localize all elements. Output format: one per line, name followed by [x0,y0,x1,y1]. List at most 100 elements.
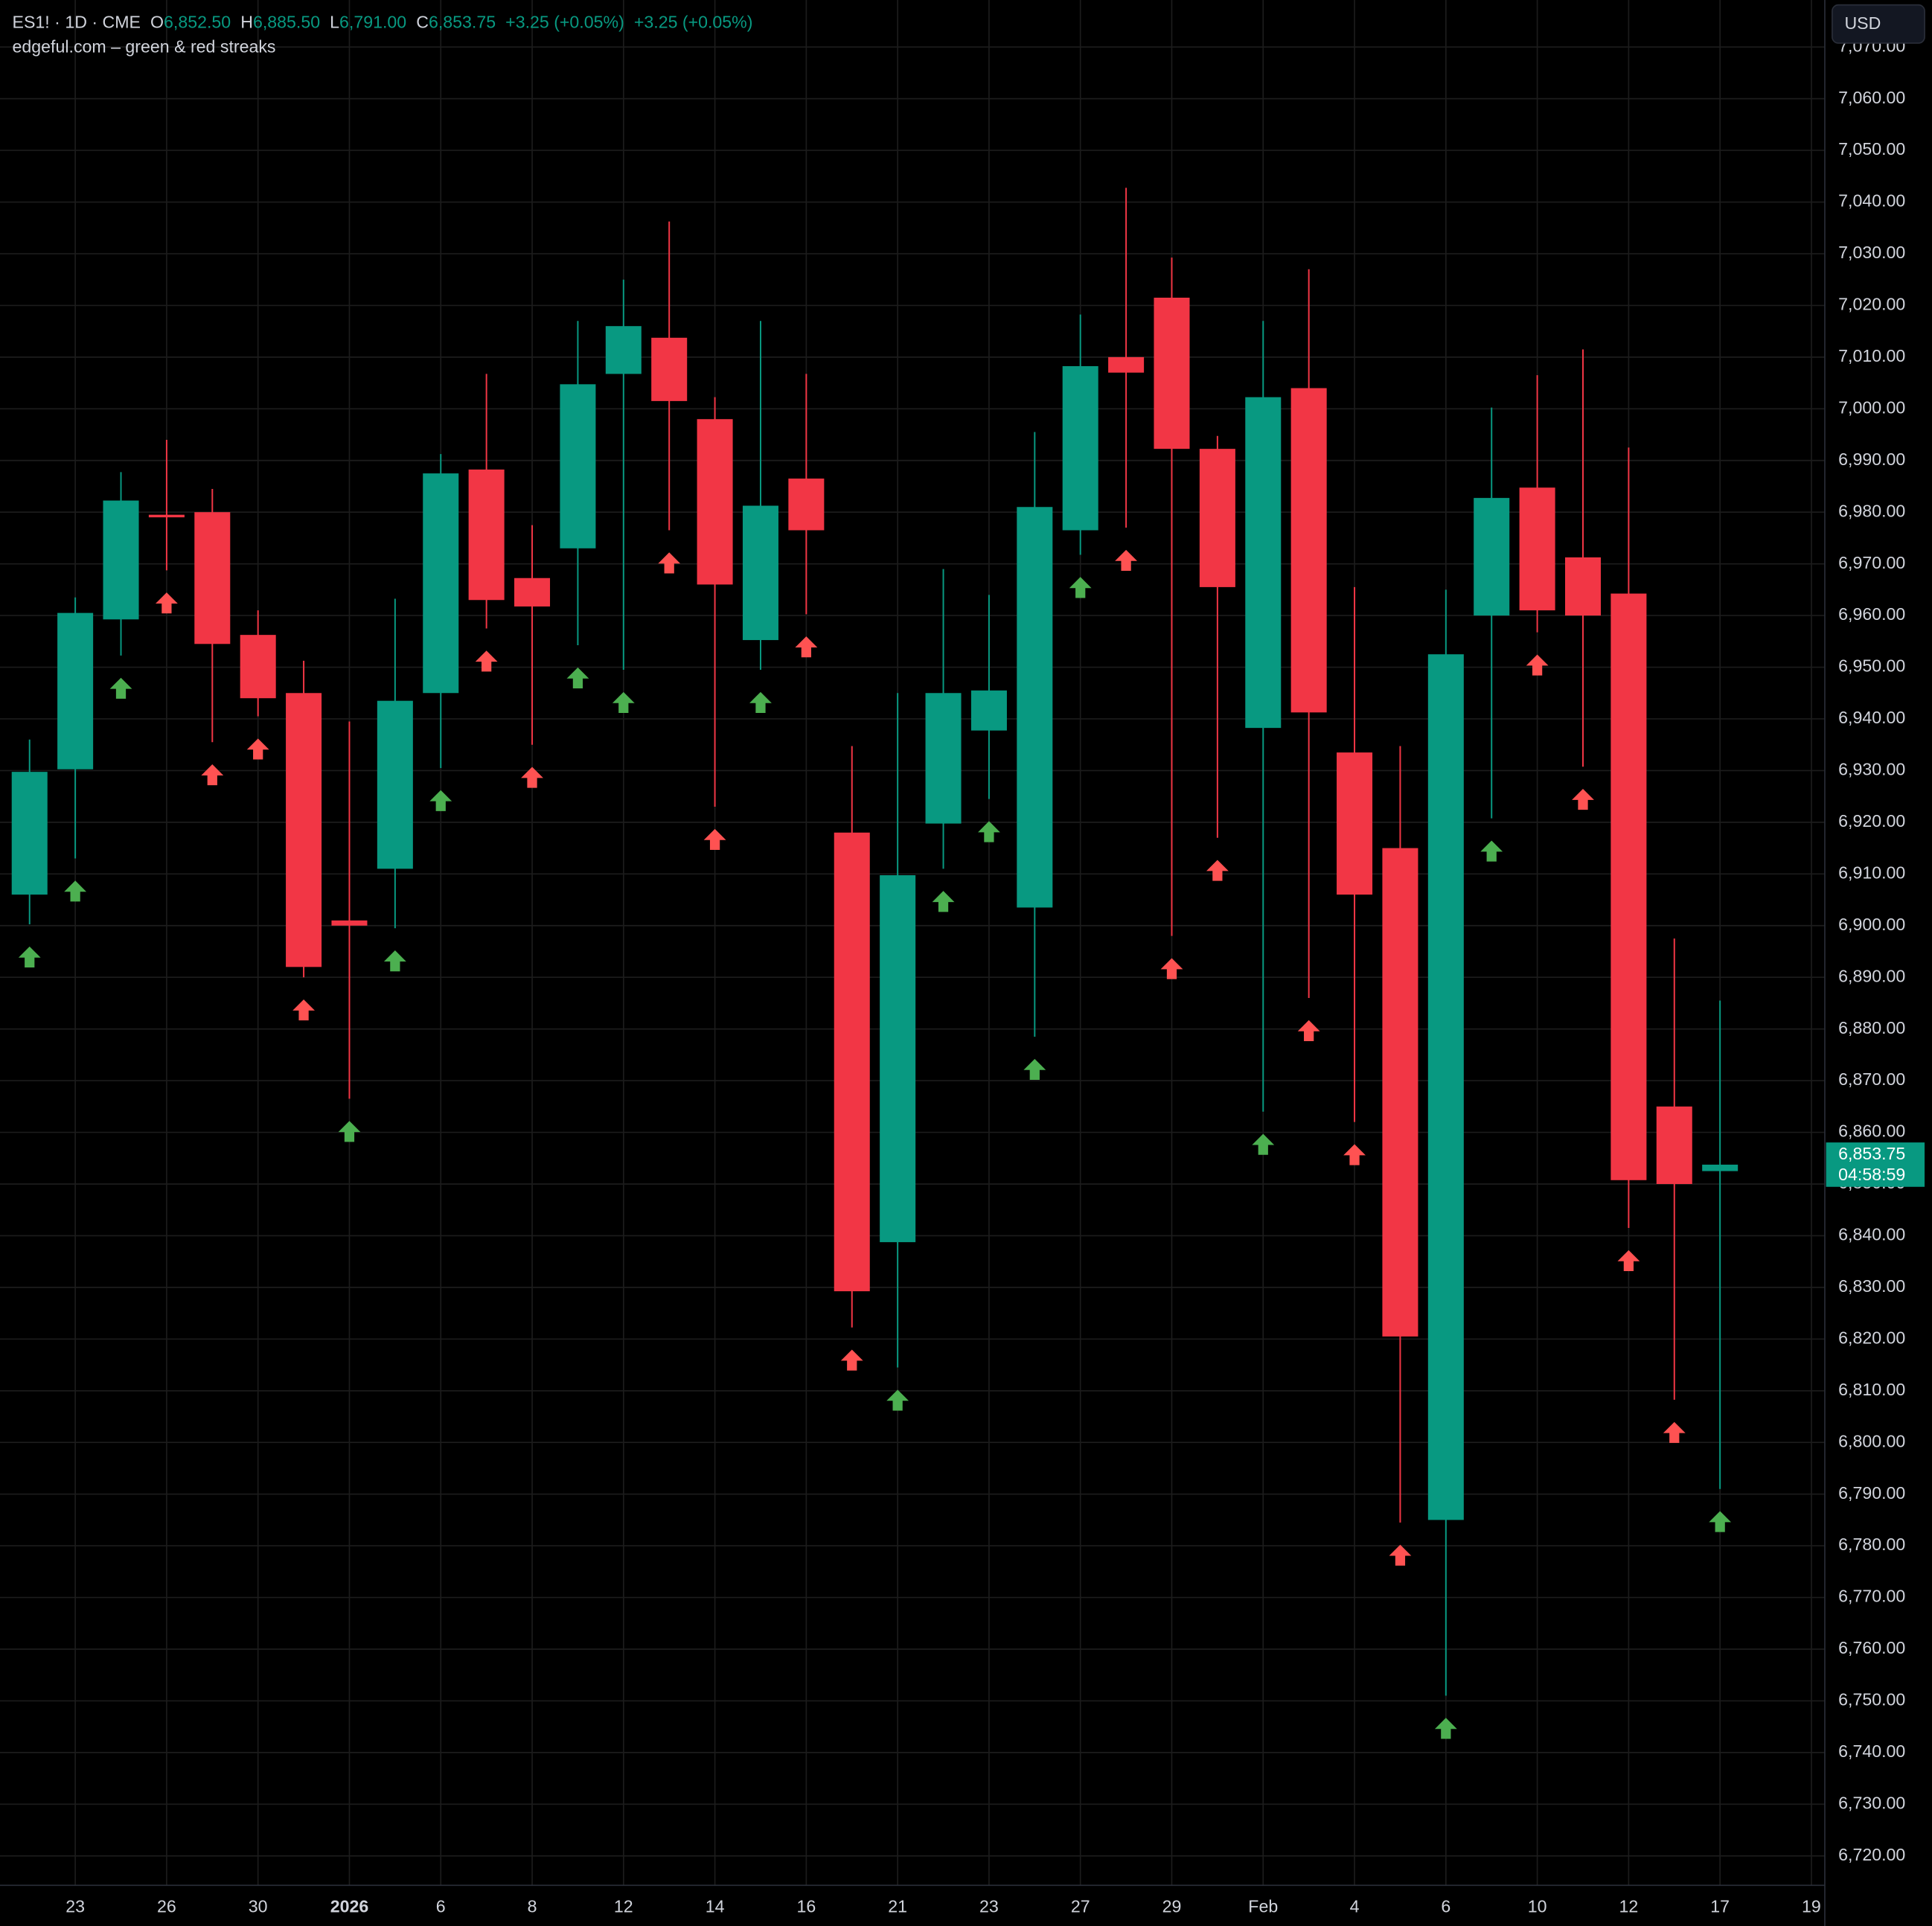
streak-arrow [612,691,635,713]
streak-arrow [338,1121,361,1142]
candle-body [1245,397,1282,729]
streak-arrow [1115,549,1137,571]
last-price: 6,853.75 [1838,1144,1905,1163]
candle-body [1702,1164,1739,1171]
y-tick-label: 6,830.00 [1838,1276,1905,1296]
streak-arrow [1709,1511,1732,1532]
candle-body [377,700,413,869]
currency[interactable]: USD [1844,13,1881,33]
grid [0,0,1825,1886]
candle-body [103,500,139,620]
streak-arrow [1206,860,1229,881]
candle-body [1337,752,1373,895]
currency-button[interactable] [1832,4,1925,44]
streak-arrow [475,650,498,672]
x-tick-label: Feb [1248,1896,1278,1916]
y-tick-label: 6,820.00 [1838,1328,1905,1347]
x-tick-label: 19 [1802,1896,1821,1916]
y-tick-label: 6,720.00 [1838,1845,1905,1864]
y-tick-label: 7,040.00 [1838,191,1905,211]
x-tick-label: 10 [1528,1896,1547,1916]
candle-body [1474,498,1510,616]
c-value: 6,853.75 [429,13,496,32]
h-label: H [240,13,253,32]
candle-body [1656,1106,1692,1184]
streak-arrow [1252,1133,1275,1155]
streak-arrow [1526,654,1549,676]
candle-body [697,419,733,585]
streak-arrow [795,636,818,658]
y-tick-label: 6,870.00 [1838,1069,1905,1089]
x-tick-label: 23 [65,1896,85,1916]
candle-body [788,479,825,531]
candle-body [970,690,1007,731]
candle-body [331,920,368,926]
y-tick-label: 6,880.00 [1838,1018,1905,1037]
y-tick-label: 6,860.00 [1838,1122,1905,1141]
y-tick-label: 6,930.00 [1838,760,1905,779]
streak-arrow [1480,840,1503,862]
x-tick-label: 16 [796,1896,816,1916]
y-tick-label: 6,970.00 [1838,553,1905,572]
x-tick-label: 4 [1350,1896,1360,1916]
candle-body [1610,593,1647,1180]
l-label: L [330,13,339,32]
y-tick-label: 6,910.00 [1838,863,1905,882]
y-tick-label: 6,840.00 [1838,1225,1905,1244]
streak-arrow [1160,958,1183,979]
streak-arrow [64,880,87,902]
candle-body [925,693,962,824]
y-tick-label: 6,920.00 [1838,811,1905,831]
y-tick-label: 6,760.00 [1838,1638,1905,1657]
y-tick-label: 6,940.00 [1838,708,1905,727]
streak-arrow [18,946,41,967]
y-tick-label: 7,000.00 [1838,397,1905,417]
x-tick-label: 21 [888,1896,907,1916]
last-price-box: 6,853.75 04:58:59 [1826,1142,1925,1187]
candle-body [1564,557,1602,616]
legend-line: ES1! · 1D · CME O6,852.50 H6,885.50 L6,7… [13,13,753,32]
streak-arrow [1023,1058,1046,1081]
streak-arrow [429,790,452,811]
y-tick-label: 7,020.00 [1838,295,1905,314]
x-tick-label: 6 [436,1896,446,1916]
streak-arrow [1069,577,1092,598]
streak-arrow [932,891,955,912]
countdown: 04:58:59 [1838,1165,1905,1184]
symbol[interactable]: ES1! · 1D · CME [13,13,141,32]
x-tick-label: 23 [979,1896,999,1916]
candle-body [605,326,642,374]
candle-body [1062,366,1098,531]
y-tick-label: 6,780.00 [1838,1535,1905,1554]
candle-body [880,875,916,1243]
candle-body [1108,356,1145,373]
streak-arrow [383,950,406,972]
y-tick-label: 6,790.00 [1838,1483,1905,1503]
candle-body [194,512,231,644]
streak-arrow [1434,1718,1457,1739]
streak-arrow [658,552,681,574]
y-tick-label: 7,050.00 [1838,139,1905,159]
y-tick-label: 6,770.00 [1838,1587,1905,1606]
o-value: 6,852.50 [164,13,231,32]
indicator-title[interactable]: edgeful.com – green & red streaks [13,37,276,57]
streak-arrow [292,999,315,1021]
y-tick-label: 6,890.00 [1838,966,1905,985]
x-tick-label: 14 [706,1896,725,1916]
x-tick-label: 6 [1441,1896,1450,1916]
streak-arrow [1663,1421,1686,1443]
candle-body [1519,487,1555,611]
x-tick-label: 12 [614,1896,633,1916]
streak-arrow [109,677,132,699]
y-tick-label: 6,810.00 [1838,1380,1905,1399]
candle-body [1290,388,1327,713]
candle-body [1154,298,1190,449]
candle-body [423,473,459,694]
y-tick-label: 6,800.00 [1838,1431,1905,1450]
streak-arrow [566,667,589,688]
candle-body [514,578,551,607]
streak-arrow [1297,1020,1320,1041]
last-price-bg [1826,1142,1925,1187]
